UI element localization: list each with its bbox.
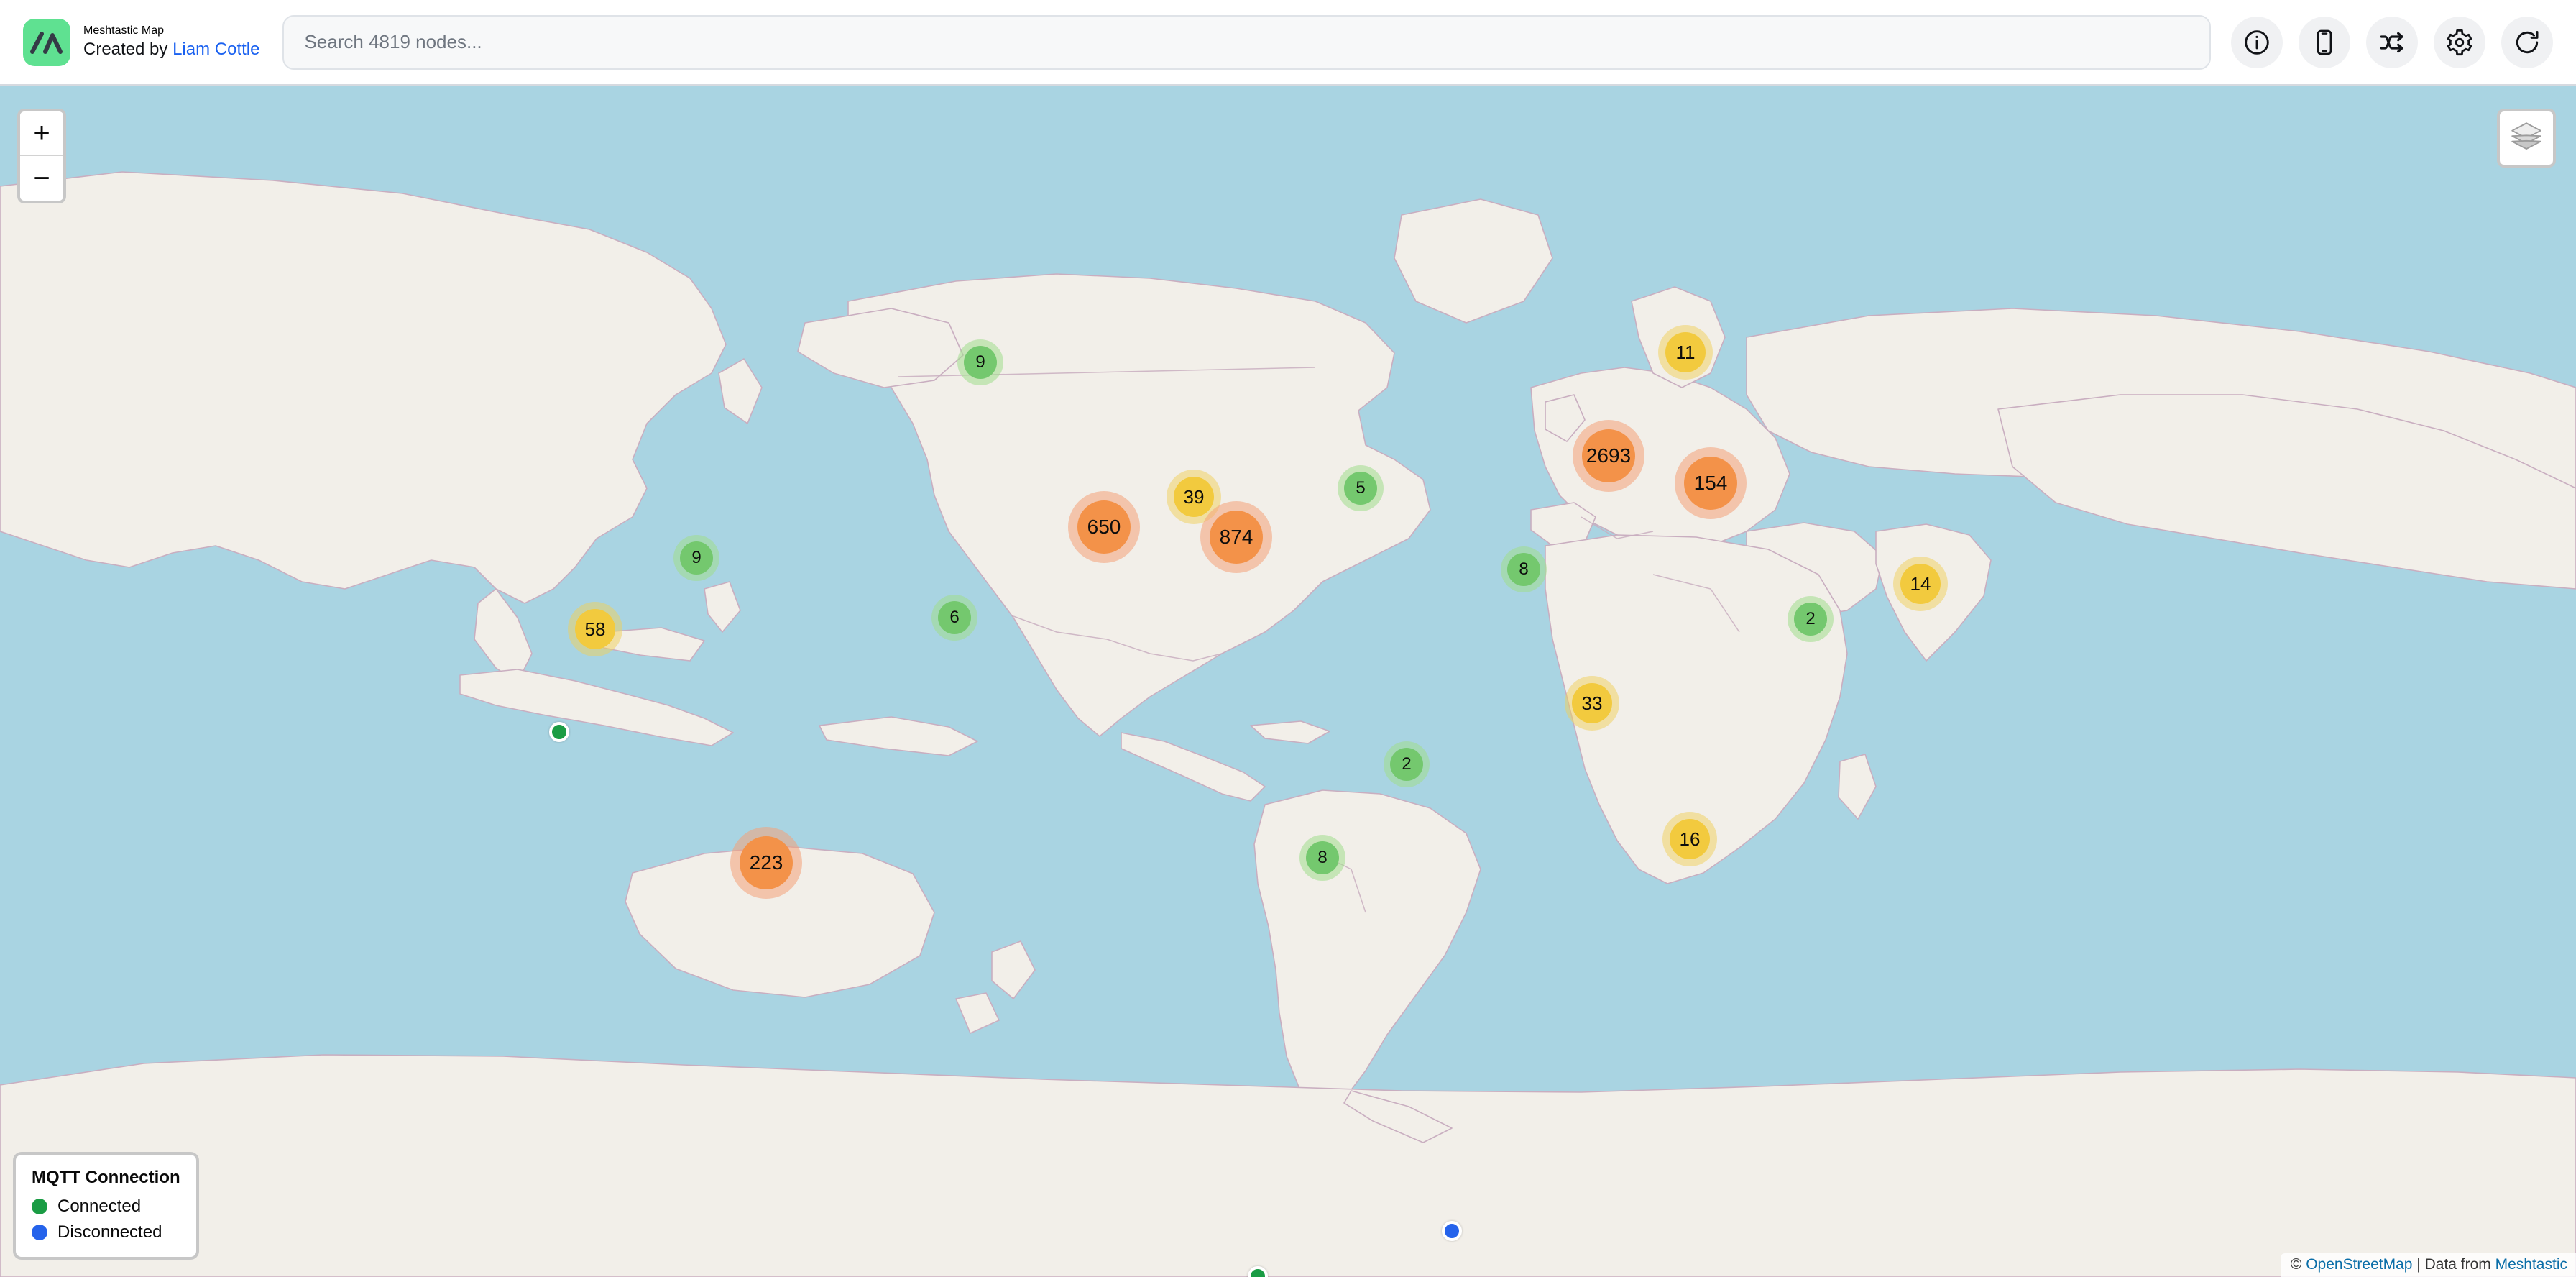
legend-label-disconnected: Disconnected [58, 1222, 162, 1242]
cluster-marker[interactable]: 33 [1565, 676, 1619, 731]
cluster-marker[interactable]: 5 [1338, 465, 1384, 511]
brand: Meshtastic Map Created by Liam Cottle [23, 18, 259, 66]
cluster-marker[interactable]: 2693 [1573, 420, 1644, 492]
zoom-in-button[interactable]: + [20, 111, 63, 156]
cluster-marker[interactable]: 9 [957, 339, 1003, 385]
cluster-count: 16 [1670, 819, 1710, 859]
legend-item-connected: Connected [32, 1196, 180, 1217]
cluster-count: 8 [1306, 841, 1339, 874]
cluster-count: 223 [740, 836, 793, 889]
random-node-button[interactable] [2366, 16, 2418, 68]
cluster-count: 9 [964, 346, 997, 379]
meshtastic-logo-icon [23, 18, 70, 66]
cluster-marker[interactable]: 14 [1893, 557, 1948, 611]
app-header: Meshtastic Map Created by Liam Cottle [0, 0, 2576, 86]
refresh-icon [2513, 28, 2542, 57]
cluster-count: 2 [1390, 748, 1423, 781]
info-button[interactable] [2231, 16, 2283, 68]
world-map-tiles [0, 86, 2576, 1277]
connected-dot [32, 1199, 47, 1214]
cluster-count: 154 [1684, 457, 1737, 510]
map-canvas[interactable]: + − 9 39 650 874 5 2 8 11 2693 154 8 33 16 2 14 9 58 6 223… [0, 86, 2576, 1277]
cluster-marker[interactable]: 9 [673, 535, 719, 581]
cluster-marker[interactable]: 154 [1675, 447, 1747, 519]
brand-text: Meshtastic Map Created by Liam Cottle [83, 24, 259, 60]
cluster-count: 2693 [1582, 429, 1635, 482]
cluster-marker[interactable]: 11 [1658, 325, 1713, 380]
cluster-count: 33 [1572, 683, 1612, 723]
shuffle-icon [2378, 28, 2406, 57]
cluster-count: 9 [680, 541, 713, 575]
cluster-marker[interactable]: 8 [1300, 835, 1346, 881]
cluster-count: 5 [1344, 472, 1377, 505]
created-by-line: Created by Liam Cottle [83, 40, 259, 60]
created-by-prefix: Created by [83, 40, 173, 59]
cluster-count: 650 [1077, 500, 1131, 554]
node-marker[interactable] [1248, 1266, 1268, 1277]
toolbar [2231, 16, 2553, 68]
mobile-app-button[interactable] [2299, 16, 2350, 68]
cluster-marker[interactable]: 223 [730, 827, 802, 899]
settings-button[interactable] [2434, 16, 2485, 68]
mobile-icon [2310, 28, 2339, 57]
cluster-marker[interactable]: 874 [1200, 501, 1272, 573]
zoom-control: + − [17, 109, 66, 203]
cluster-count: 2 [1794, 603, 1827, 636]
cluster-count: 58 [575, 609, 615, 649]
cluster-marker[interactable]: 2 [1788, 596, 1834, 642]
cluster-marker[interactable]: 6 [932, 595, 978, 641]
cluster-count: 39 [1174, 477, 1214, 517]
layers-icon [2508, 119, 2544, 158]
info-icon [2242, 28, 2271, 57]
legend: MQTT Connection Connected Disconnected [13, 1152, 199, 1260]
cluster-count: 874 [1210, 511, 1263, 564]
attribution-separator: | Data from [2412, 1256, 2496, 1273]
node-marker[interactable] [1442, 1221, 1462, 1241]
zoom-out-button[interactable]: − [20, 156, 63, 201]
meshtastic-link[interactable]: Meshtastic [2495, 1256, 2567, 1273]
search-input[interactable] [282, 14, 2211, 70]
node-marker[interactable] [549, 722, 569, 742]
cluster-count: 8 [1507, 553, 1540, 586]
cluster-marker[interactable]: 650 [1068, 491, 1140, 563]
cluster-marker[interactable]: 8 [1501, 546, 1547, 592]
layers-button[interactable] [2497, 109, 2556, 168]
cluster-count: 6 [938, 601, 971, 634]
cluster-marker[interactable]: 16 [1662, 812, 1717, 866]
refresh-button[interactable] [2501, 16, 2553, 68]
cluster-count: 11 [1665, 332, 1706, 372]
legend-label-connected: Connected [58, 1196, 142, 1216]
search-container [259, 14, 2231, 70]
cluster-marker[interactable]: 2 [1384, 741, 1430, 787]
openstreetmap-link[interactable]: OpenStreetMap [2306, 1256, 2413, 1273]
gear-icon [2445, 28, 2474, 57]
attribution-copyright: © [2290, 1256, 2306, 1273]
cluster-count: 14 [1900, 564, 1941, 604]
page-title: Meshtastic Map [83, 24, 165, 37]
legend-title: MQTT Connection [32, 1168, 180, 1187]
legend-item-disconnected: Disconnected [32, 1222, 180, 1242]
author-link[interactable]: Liam Cottle [172, 40, 260, 59]
map-attribution: © OpenStreetMap | Data from Meshtastic [2280, 1253, 2576, 1277]
cluster-marker[interactable]: 58 [568, 602, 622, 656]
disconnected-dot [32, 1225, 47, 1240]
